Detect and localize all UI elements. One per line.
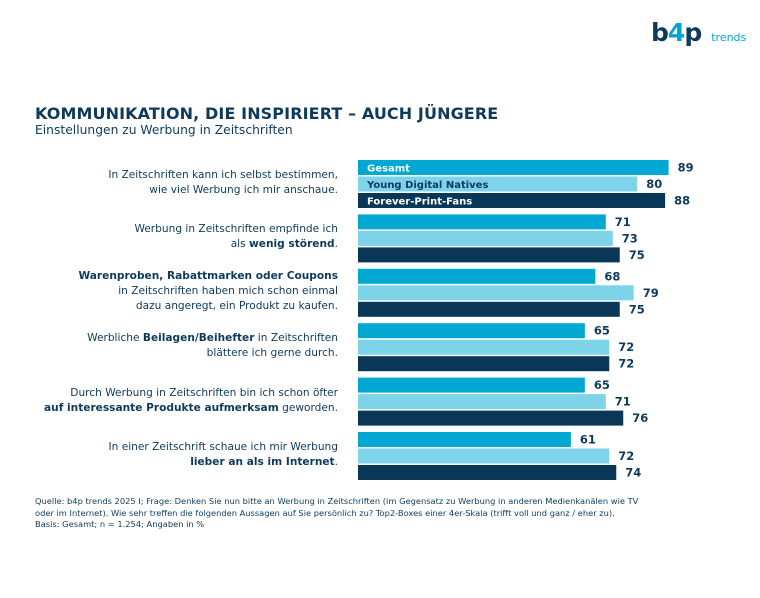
data-label: 68 (604, 269, 620, 283)
statement-text: Durch Werbung in Zeitschriften bin ich s… (70, 386, 338, 399)
footnote-line-1: Quelle: b4p trends 2025 I; Frage: Denken… (35, 496, 639, 506)
footnote-line-3: Basis: Gesamt; n = 1.254; Angaben in % (35, 519, 205, 529)
data-label: 89 (678, 161, 694, 175)
statement-text: In Zeitschriften kann ich selbst bestimm… (108, 169, 338, 181)
bar-forever-print-fans (358, 193, 666, 208)
bar-forever-print-fans (358, 301, 620, 317)
data-label: 88 (674, 194, 690, 208)
chart-title: KOMMUNIKATION, DIE INSPIRIERT – AUCH JÜN… (35, 104, 499, 123)
bar-young-digital-natives (358, 394, 606, 410)
statement-label: Warenproben, Rabattmarken oder Coupons in… (18, 269, 338, 314)
data-label: 71 (615, 215, 631, 229)
bar-forever-print-fans (358, 410, 624, 426)
legend-label: Gesamt (367, 164, 410, 175)
statement-emphasis: lieber an als im Internet (190, 456, 335, 468)
statement-text: als (230, 238, 250, 251)
bar-young-digital-natives (358, 176, 638, 192)
statement-label: In einer Zeitschrift schaue ich mir Werb… (18, 440, 338, 470)
statement-emphasis: Beilagen/Beihefter (142, 332, 255, 345)
logo-p: p (684, 18, 702, 47)
bar-group: 71 73 75 (358, 214, 645, 263)
data-label: 74 (625, 466, 641, 480)
bar-young-digital-natives (358, 448, 610, 464)
bar-group: 89 Gesamt 80 Young Digital Natives 88 Forever… (358, 160, 694, 208)
legend-label: Young Digital Natives (366, 180, 488, 191)
bar-forever-print-fans (358, 356, 610, 372)
bar-forever-print-fans (358, 247, 620, 263)
data-label: 75 (629, 248, 645, 262)
statement-text: . (334, 238, 338, 251)
chart-subtitle: Einstellungen zu Werbung in Zeitschrifte… (35, 123, 293, 137)
logo-subtitle: trends (711, 31, 747, 44)
logo-b: b (651, 18, 669, 47)
bar-gesamt (358, 160, 669, 175)
bar-group: 68 79 75 (358, 268, 659, 317)
statement-label: In Zeitschriften kann ich selbst bestimm… (18, 168, 338, 198)
bar-young-digital-natives (358, 339, 610, 355)
bar-gesamt (358, 432, 571, 447)
bar-young-digital-natives (358, 285, 634, 301)
statement-label: Werbung in Zeitschriften empfinde ich als… (18, 222, 338, 252)
footnote-line-2: oder im Internet). Wie sehr treffen die … (35, 507, 615, 518)
bar-gesamt (358, 323, 585, 339)
statement-text: In einer Zeitschrift schaue ich mir Werb… (108, 441, 338, 453)
statement-emphasis: Warenproben, Rabattmarken oder Coupons (78, 270, 338, 283)
statement-text: . (334, 456, 338, 468)
data-label: 79 (643, 286, 659, 300)
logo-4: 4 (667, 18, 685, 47)
bar-gesamt (358, 268, 596, 284)
data-label: 65 (594, 324, 610, 338)
bar-gesamt (358, 214, 606, 230)
data-label: 72 (618, 340, 634, 354)
statement-text: Werbliche (87, 332, 143, 345)
statement-text: in Zeitschriften (254, 332, 338, 345)
data-label: 72 (618, 449, 634, 463)
bar-group: 61 72 74 (358, 432, 641, 480)
data-label: 72 (618, 357, 634, 371)
statement-text: Werbung in Zeitschriften empfinde ich (134, 223, 338, 236)
logo-wordmark: b4p (651, 18, 702, 47)
statement-text: blättere ich gerne durch. (206, 347, 338, 360)
bar-forever-print-fans (358, 465, 617, 480)
data-label: 75 (629, 302, 645, 316)
statement-label: Durch Werbung in Zeitschriften bin ich s… (18, 386, 338, 416)
data-label: 73 (622, 231, 638, 245)
statement-emphasis: wenig störend (249, 238, 335, 251)
statement-text: geworden. (278, 401, 338, 414)
bar-young-digital-natives (358, 230, 613, 246)
statement-label: Werbliche Beilagen/Beihefter in Zeitschr… (18, 331, 338, 361)
statement-emphasis: auf interessante Produkte aufmerksam (44, 401, 279, 414)
data-label: 65 (594, 378, 610, 392)
bar-gesamt (358, 377, 585, 393)
data-label: 80 (646, 177, 662, 191)
statement-text: wie viel Werbung ich mir anschaue. (149, 184, 338, 196)
data-label: 61 (580, 433, 596, 447)
source-footnote: Quelle: b4p trends 2025 I; Frage: Denken… (35, 496, 735, 531)
b4p-trends-logo: b4p trends (651, 18, 746, 47)
statement-text: dazu angeregt, ein Produkt zu kaufen. (135, 300, 338, 313)
data-label: 71 (615, 395, 631, 409)
statement-text: in Zeitschriften haben mich schon einmal (118, 285, 338, 298)
legend-label: Forever-Print-Fans (367, 197, 472, 208)
bar-group: 65 72 72 (358, 323, 634, 372)
data-label: 76 (632, 411, 648, 425)
